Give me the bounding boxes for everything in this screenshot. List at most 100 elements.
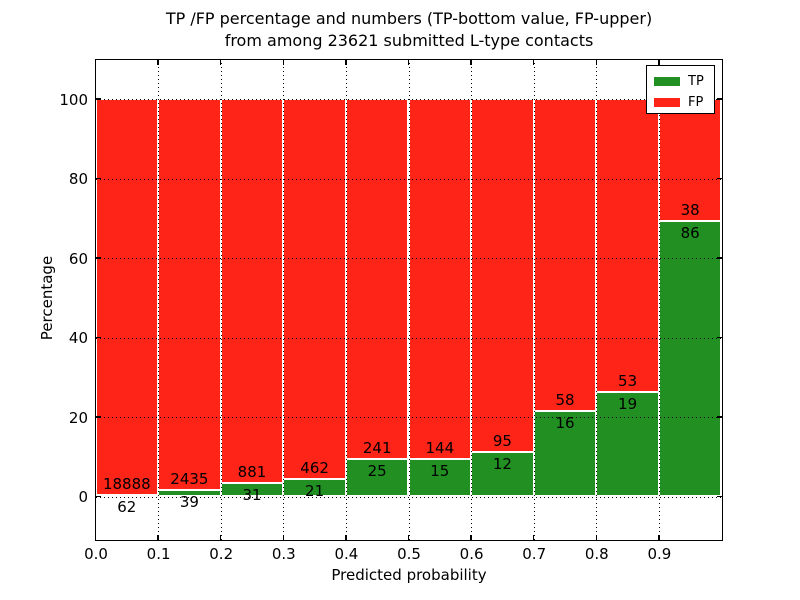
x-tick-label-0.6: 0.6 bbox=[459, 545, 484, 563]
gridline-x-0.2 bbox=[220, 59, 222, 540]
gridline-x-0.6 bbox=[471, 59, 473, 540]
bar-segment-fp-4 bbox=[345, 99, 409, 460]
y-tick-label-80: 80 bbox=[68, 170, 88, 189]
tp-count-label-1: 39 bbox=[179, 493, 199, 512]
gridline-x-0.5 bbox=[408, 59, 410, 540]
x-tick-bottom-2 bbox=[219, 534, 222, 540]
x-tick-label-0.2: 0.2 bbox=[209, 545, 234, 563]
fp-count-label-0: 18888 bbox=[102, 475, 151, 494]
x-tick-top-8 bbox=[595, 59, 598, 65]
tp-count-label-2: 31 bbox=[242, 485, 262, 504]
bar-segment-fp-6 bbox=[471, 99, 534, 452]
y-tick-left-0 bbox=[95, 495, 101, 498]
fp-count-label-5: 144 bbox=[425, 439, 455, 457]
tp-count-label-0: 62 bbox=[117, 498, 137, 517]
y-tick-left-60 bbox=[95, 257, 101, 259]
fp-count-label-9: 38 bbox=[680, 200, 700, 219]
x-tick-bottom-9 bbox=[658, 534, 660, 540]
chart-title: TP /FP percentage and numbers (TP-bottom… bbox=[96, 8, 722, 52]
x-tick-top-6 bbox=[470, 59, 472, 65]
x-tick-bottom-7 bbox=[532, 534, 535, 540]
x-axis-label: Predicted probability bbox=[331, 566, 487, 584]
tp-count-label-4: 25 bbox=[367, 462, 387, 481]
legend-item-tp: TP bbox=[647, 71, 714, 92]
fp-count-label-6: 95 bbox=[492, 431, 512, 450]
y-tick-left-40 bbox=[95, 336, 101, 339]
tp-legend-swatch bbox=[654, 77, 680, 86]
x-tick-label-0.9: 0.9 bbox=[647, 545, 672, 563]
x-tick-top-2 bbox=[219, 59, 222, 65]
bar-segment-tp-6 bbox=[471, 451, 534, 497]
y-tick-label-20: 20 bbox=[68, 408, 88, 427]
bar-segment-fp-3 bbox=[283, 99, 346, 480]
fp-count-label-8: 53 bbox=[618, 371, 638, 390]
tp-count-label-6: 12 bbox=[492, 454, 512, 473]
bar-segment-tp-5 bbox=[408, 459, 472, 497]
x-tick-top-4 bbox=[345, 59, 347, 65]
chart-title-line1: TP /FP percentage and numbers (TP-bottom… bbox=[165, 9, 653, 28]
y-tick-label-60: 60 bbox=[68, 249, 88, 268]
x-tick-top-9 bbox=[658, 59, 660, 65]
x-tick-top-3 bbox=[282, 59, 285, 65]
tp-count-label-8: 19 bbox=[618, 394, 638, 413]
legend-item-fp: FP bbox=[647, 92, 714, 113]
x-tick-label-0.5: 0.5 bbox=[397, 545, 421, 563]
bar-segment-tp-9 bbox=[658, 220, 722, 497]
tp-count-label-9: 86 bbox=[680, 223, 700, 242]
x-tick-top-7 bbox=[532, 59, 535, 65]
chart-title-line2: from among 23621 submitted L-type contac… bbox=[224, 31, 594, 50]
x-tick-top-1 bbox=[157, 59, 159, 65]
fp-count-label-1: 2435 bbox=[170, 470, 209, 489]
y-tick-label-40: 40 bbox=[68, 329, 88, 348]
x-tick-bottom-3 bbox=[282, 534, 285, 540]
x-tick-label-0.8: 0.8 bbox=[584, 545, 609, 563]
x-tick-label-0.3: 0.3 bbox=[271, 545, 296, 563]
bar-segment-fp-0 bbox=[95, 99, 159, 496]
y-tick-label-0: 0 bbox=[78, 488, 88, 506]
y-tick-right-100 bbox=[716, 98, 722, 100]
tp-count-label-7: 16 bbox=[555, 413, 575, 432]
y-tick-label-100: 100 bbox=[59, 90, 88, 109]
gridline-x-0.7 bbox=[533, 59, 535, 540]
x-tick-label-0.1: 0.1 bbox=[146, 545, 171, 563]
fp-count-label-7: 58 bbox=[555, 390, 575, 409]
gridline-x-0.9 bbox=[658, 59, 660, 540]
bar-segment-fp-5 bbox=[408, 99, 472, 459]
bar-segment-fp-8 bbox=[596, 99, 659, 392]
y-tick-right-0 bbox=[716, 495, 722, 498]
x-tick-bottom-1 bbox=[157, 534, 159, 540]
tp-legend-label: TP bbox=[688, 74, 704, 89]
bar-segment-fp-9 bbox=[658, 99, 722, 221]
gridline-x-0.8 bbox=[596, 59, 598, 540]
bar-segment-fp-2 bbox=[220, 99, 284, 483]
tp-count-label-3: 21 bbox=[305, 482, 325, 501]
gridline-x-0.4 bbox=[345, 59, 347, 540]
fp-legend-swatch bbox=[654, 98, 680, 107]
fp-legend-label: FP bbox=[688, 95, 704, 110]
y-tick-right-60 bbox=[716, 257, 722, 259]
x-tick-bottom-4 bbox=[345, 534, 347, 540]
y-tick-right-80 bbox=[716, 177, 722, 180]
y-tick-left-20 bbox=[95, 416, 101, 418]
plot-area: 18888 62 2435 39 881 31 462 21 241 25 144 15 95 12 58 1… bbox=[94, 58, 723, 541]
tp-count-label-5: 15 bbox=[430, 462, 450, 480]
x-tick-label-0.7: 0.7 bbox=[522, 545, 547, 563]
x-tick-bottom-8 bbox=[595, 534, 598, 540]
y-tick-right-20 bbox=[716, 416, 722, 418]
legend: TP FP bbox=[646, 65, 715, 114]
fp-count-label-2: 881 bbox=[237, 462, 267, 481]
x-tick-bottom-5 bbox=[407, 534, 410, 540]
fp-count-label-3: 462 bbox=[300, 459, 329, 478]
gridline-x-0.3 bbox=[283, 59, 285, 540]
y-tick-left-100 bbox=[95, 98, 101, 100]
gridline-x-0.1 bbox=[158, 59, 160, 540]
x-tick-label-0.0: 0.0 bbox=[84, 545, 108, 563]
bar-segment-tp-7 bbox=[533, 410, 597, 497]
y-tick-right-40 bbox=[716, 336, 722, 339]
x-tick-bottom-6 bbox=[470, 534, 472, 540]
x-tick-top-5 bbox=[407, 59, 410, 65]
bar-segment-fp-7 bbox=[533, 99, 597, 411]
fp-count-label-4: 241 bbox=[362, 439, 392, 458]
y-tick-left-80 bbox=[95, 177, 101, 180]
